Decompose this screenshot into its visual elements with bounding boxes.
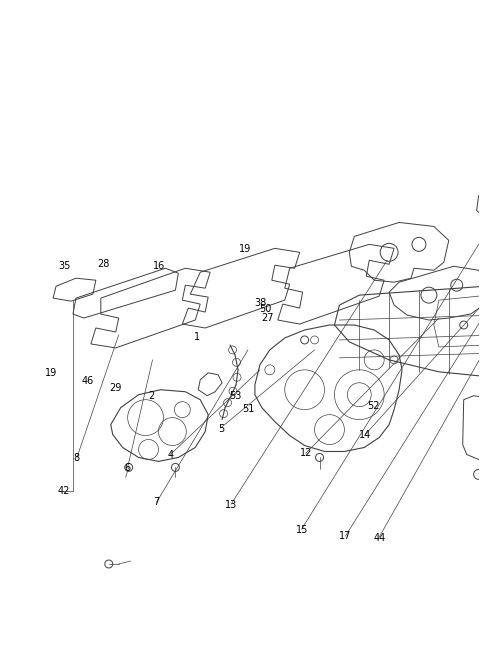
- Text: 2: 2: [149, 391, 155, 401]
- Text: 19: 19: [239, 244, 251, 254]
- Text: 12: 12: [300, 449, 312, 458]
- Text: 17: 17: [339, 531, 351, 541]
- Text: 1: 1: [194, 332, 200, 343]
- Text: 16: 16: [153, 261, 165, 271]
- Text: 35: 35: [58, 261, 71, 271]
- Text: 29: 29: [110, 383, 122, 392]
- Text: 28: 28: [97, 259, 109, 269]
- Text: 51: 51: [242, 404, 255, 414]
- Text: 8: 8: [74, 453, 80, 463]
- Text: 19: 19: [46, 368, 58, 378]
- Text: 52: 52: [367, 401, 380, 411]
- Text: 53: 53: [229, 391, 241, 401]
- Text: 7: 7: [154, 497, 160, 507]
- Text: 50: 50: [259, 304, 272, 314]
- Text: 14: 14: [359, 430, 371, 440]
- Text: 42: 42: [57, 485, 70, 496]
- Text: 5: 5: [218, 424, 224, 434]
- Text: 38: 38: [254, 298, 266, 308]
- Text: 6: 6: [125, 462, 131, 473]
- Text: 15: 15: [296, 525, 308, 534]
- Text: 27: 27: [262, 312, 274, 323]
- Text: 44: 44: [373, 533, 385, 542]
- Text: 46: 46: [81, 376, 94, 386]
- Text: 13: 13: [225, 500, 238, 510]
- Text: 4: 4: [168, 450, 174, 460]
